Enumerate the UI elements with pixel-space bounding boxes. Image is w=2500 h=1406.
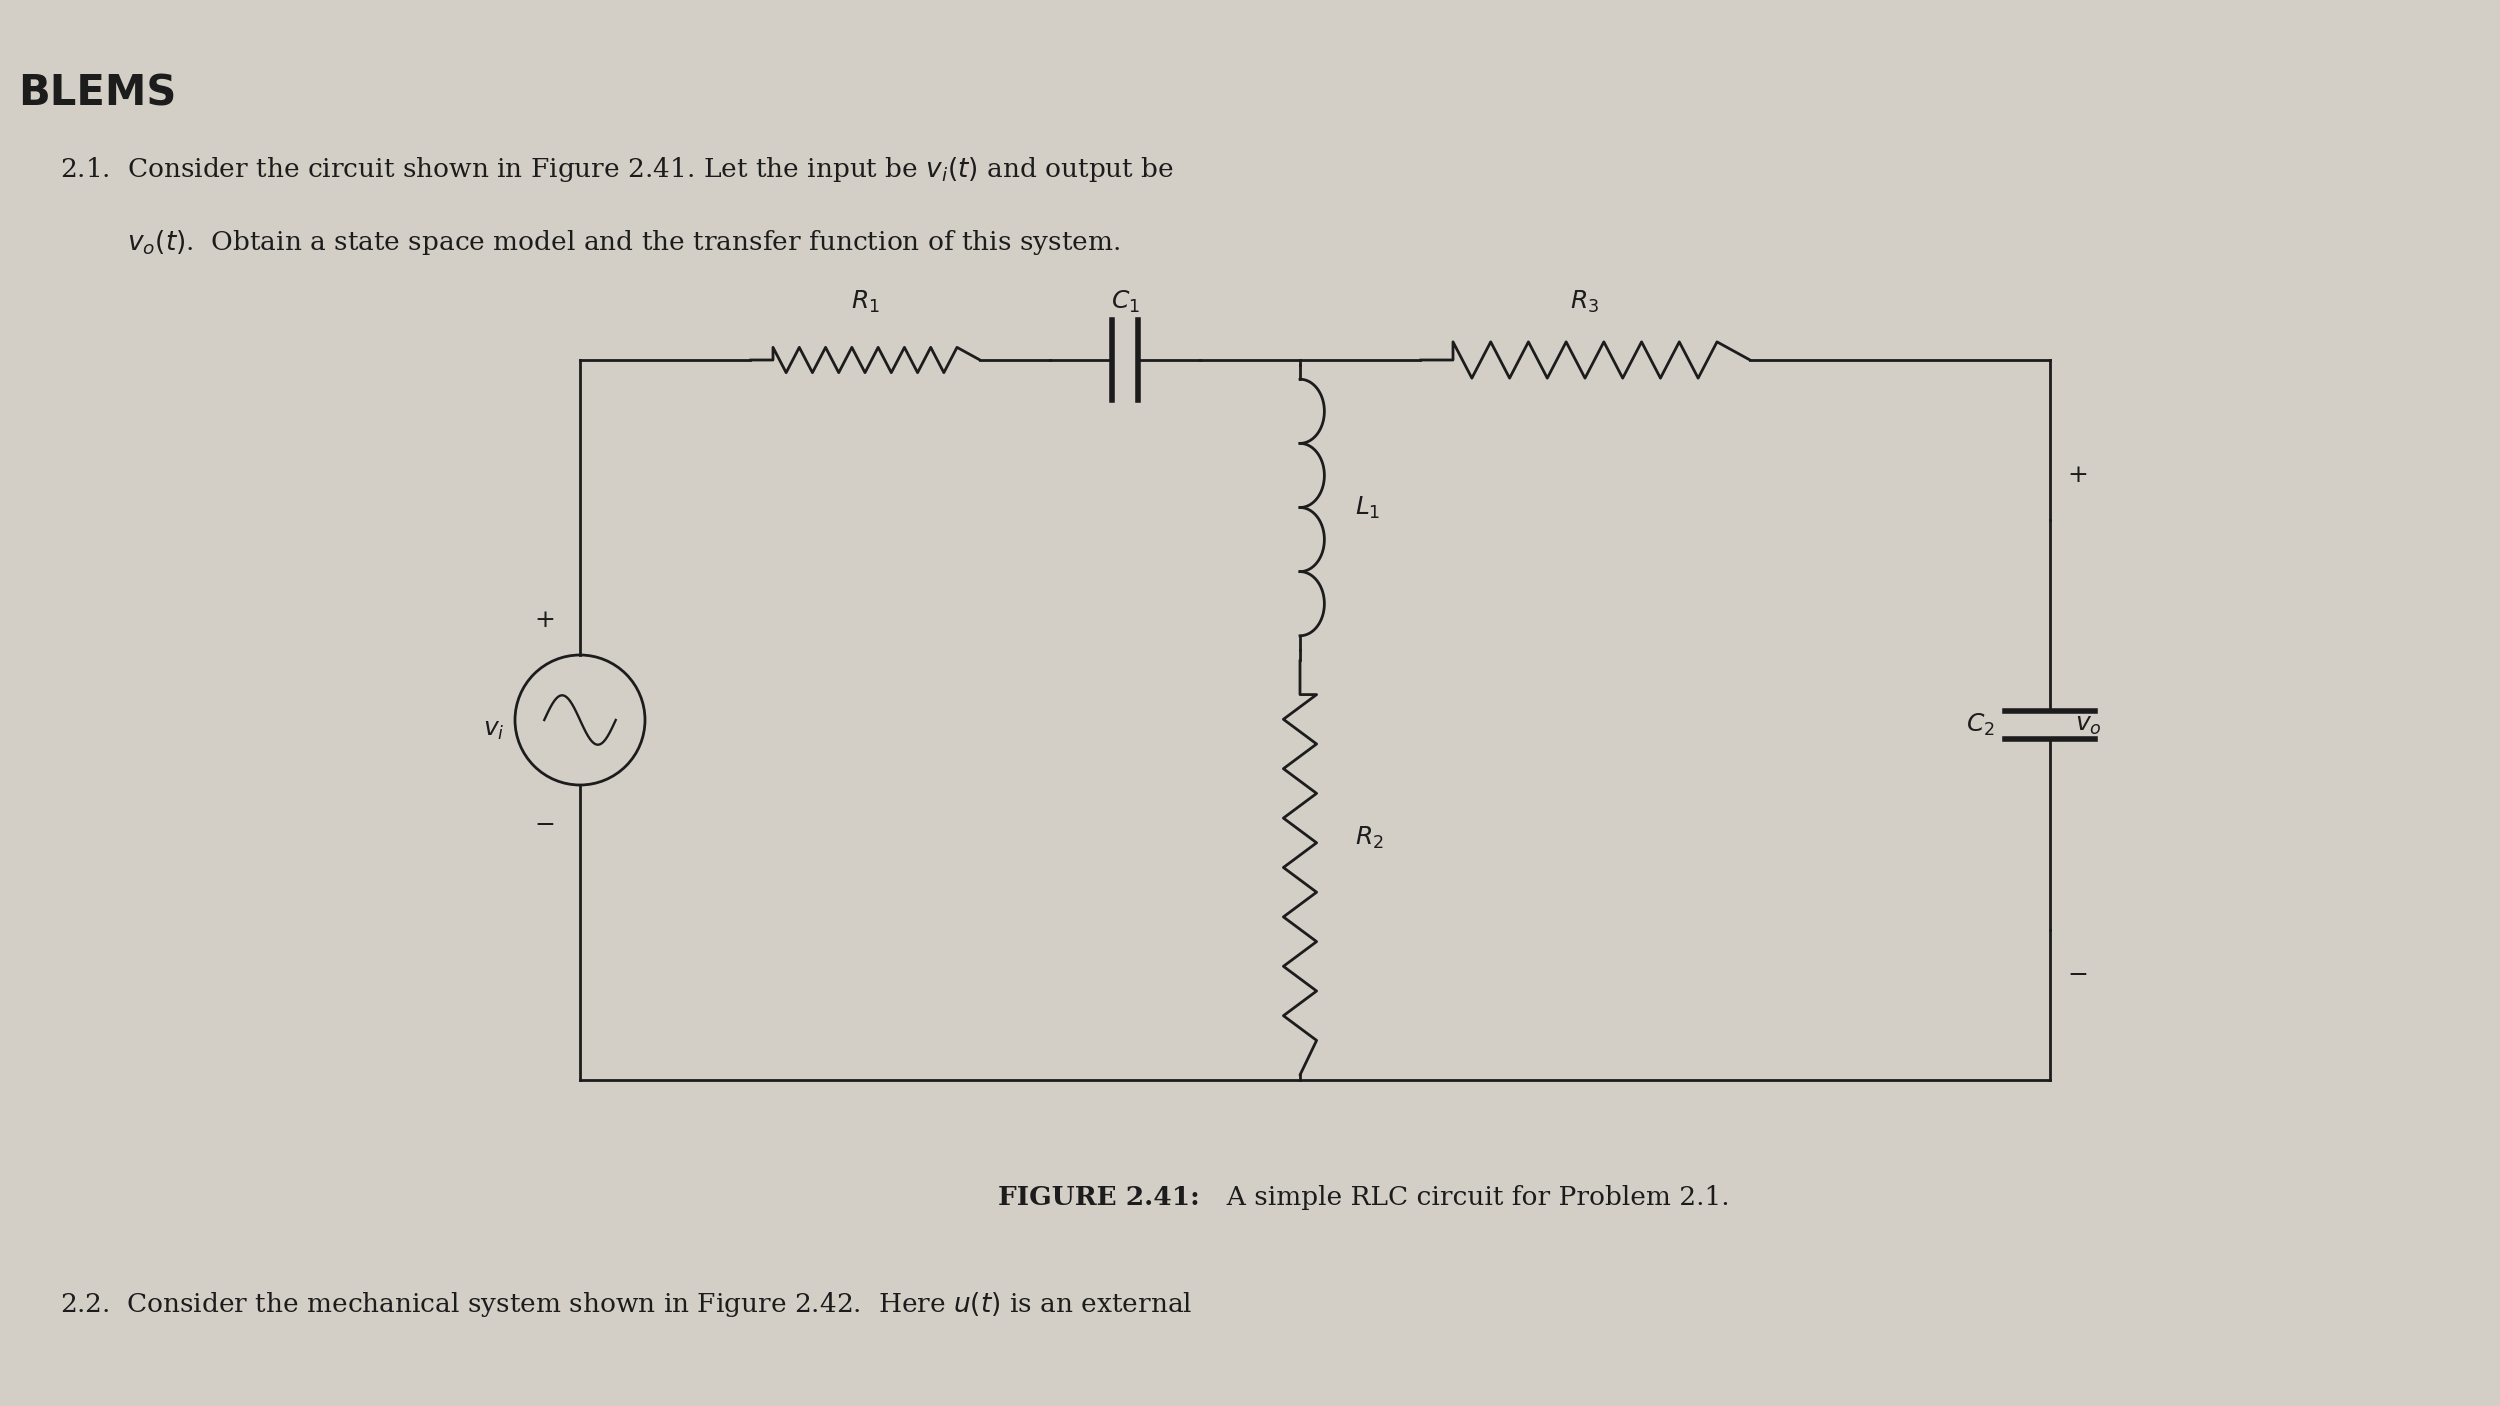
Text: $v_o$: $v_o$ bbox=[2075, 713, 2102, 737]
Text: −: − bbox=[535, 814, 555, 837]
Text: $R_2$: $R_2$ bbox=[1355, 824, 1382, 851]
Text: $C_1$: $C_1$ bbox=[1110, 288, 1140, 315]
Text: FIGURE 2.41:: FIGURE 2.41: bbox=[998, 1185, 1200, 1211]
Text: 2.2.  Consider the mechanical system shown in Figure 2.42.  Here $u(t)$ is an ex: 2.2. Consider the mechanical system show… bbox=[60, 1289, 1192, 1319]
Text: $R_1$: $R_1$ bbox=[850, 288, 880, 315]
Text: BLEMS: BLEMS bbox=[18, 72, 177, 114]
Text: A simple RLC circuit for Problem 2.1.: A simple RLC circuit for Problem 2.1. bbox=[1210, 1185, 1730, 1211]
Text: $L_1$: $L_1$ bbox=[1355, 495, 1380, 520]
Text: +: + bbox=[535, 609, 555, 631]
Text: +: + bbox=[2068, 464, 2088, 486]
Text: $R_3$: $R_3$ bbox=[1570, 288, 1600, 315]
Text: 2.1.  Consider the circuit shown in Figure 2.41. Let the input be $v_i(t)$ and o: 2.1. Consider the circuit shown in Figur… bbox=[60, 155, 1175, 184]
Text: $C_2$: $C_2$ bbox=[1965, 711, 1995, 738]
Text: −: − bbox=[2068, 963, 2088, 987]
Text: $v_i$: $v_i$ bbox=[482, 718, 505, 741]
Text: $v_o(t)$.  Obtain a state space model and the transfer function of this system.: $v_o(t)$. Obtain a state space model and… bbox=[60, 228, 1120, 257]
